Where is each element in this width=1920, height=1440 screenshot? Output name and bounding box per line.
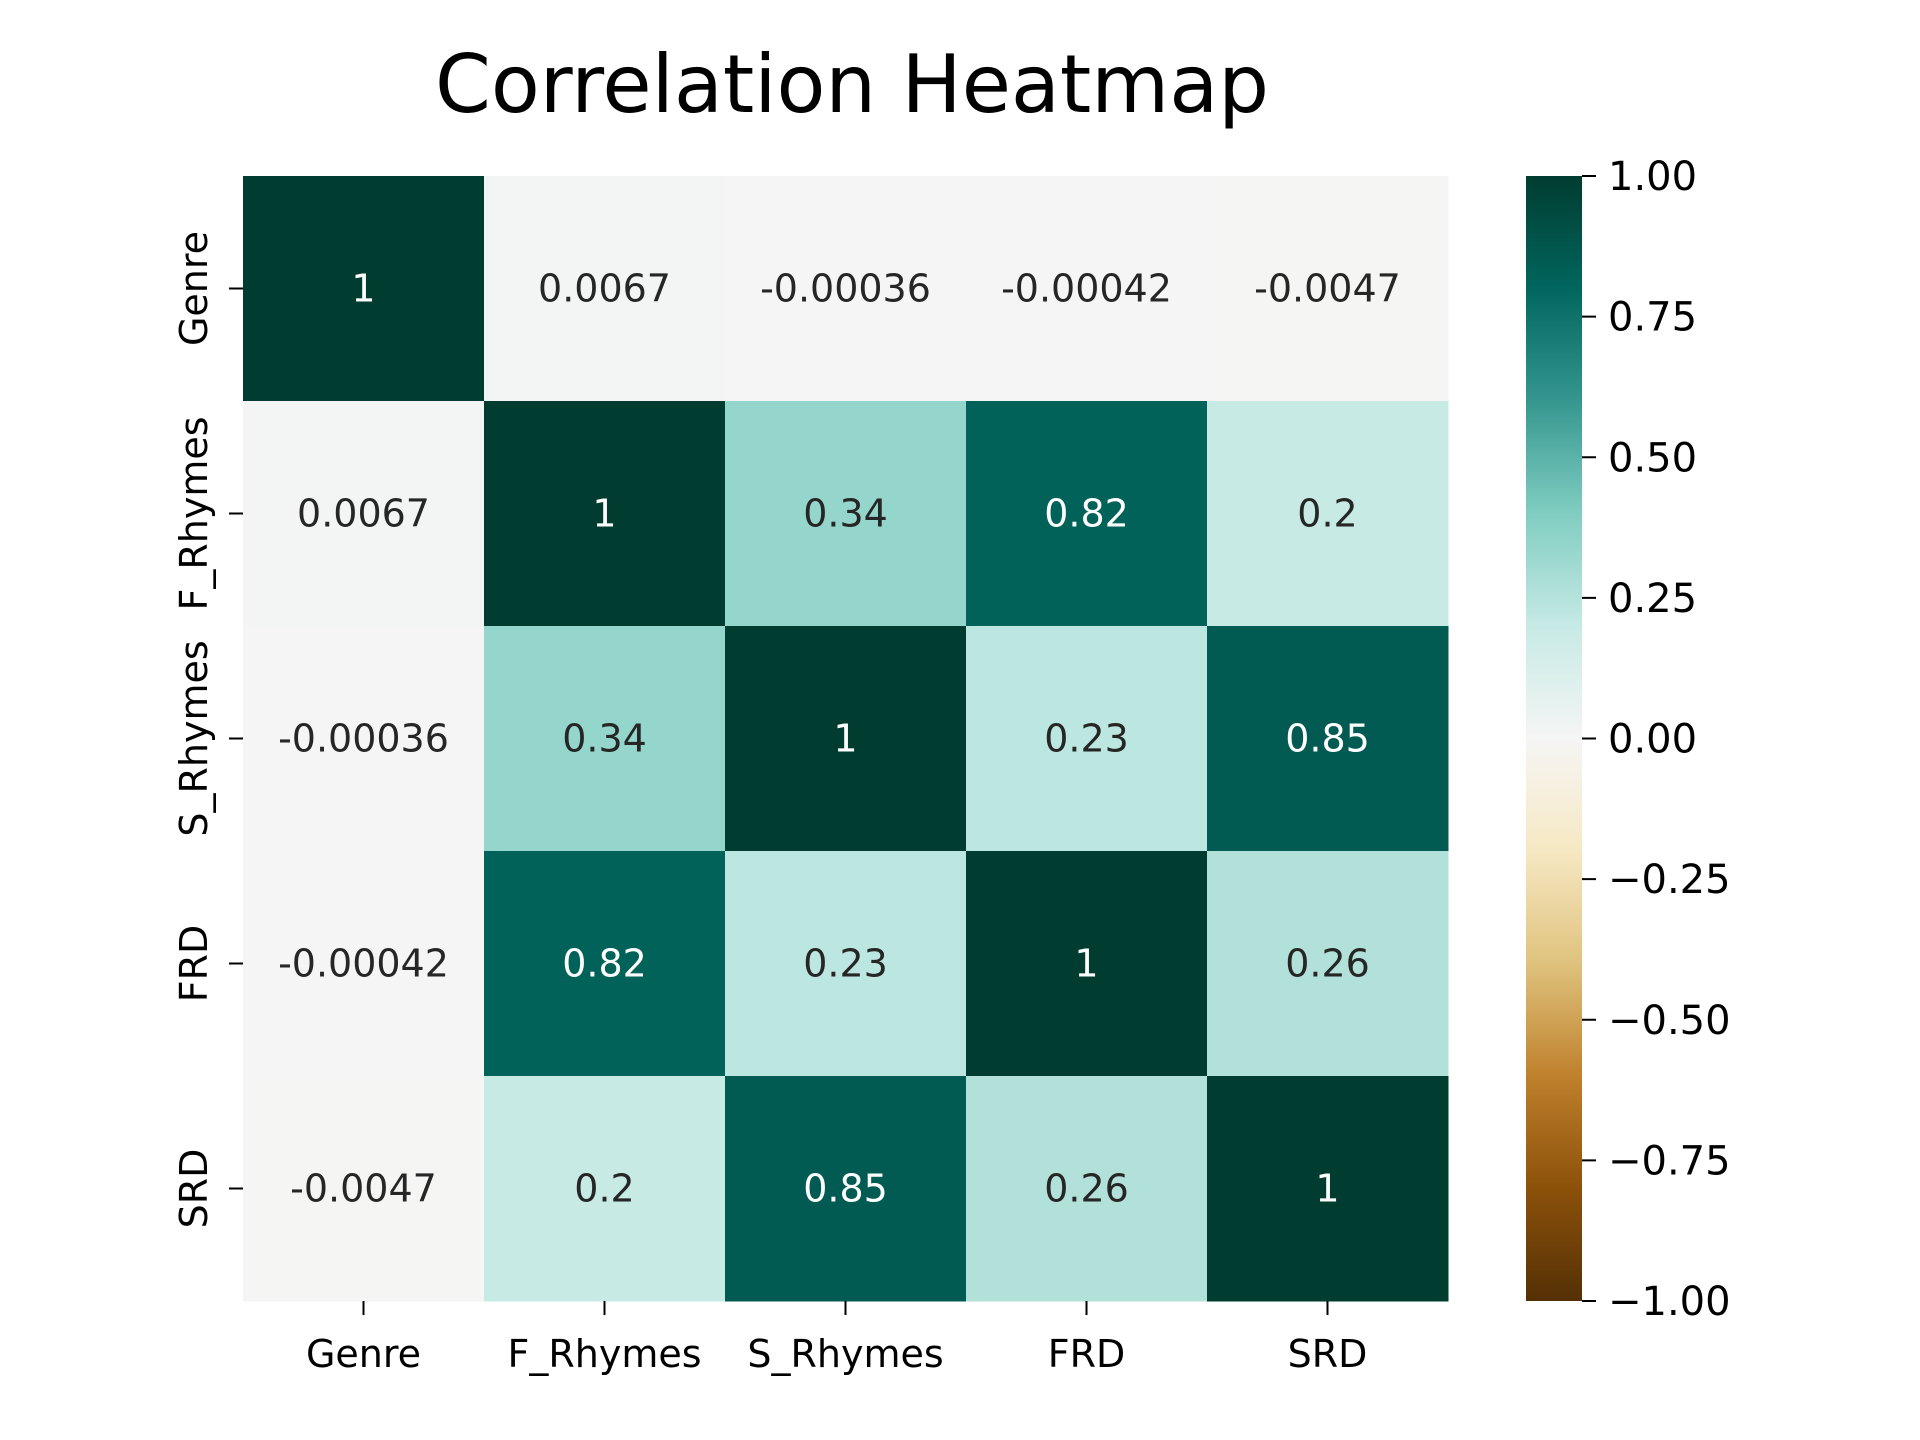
cell-value-label: 0.82 [1044, 492, 1129, 536]
cell-value-label: -0.00042 [1001, 267, 1172, 311]
cell-value-label: 1 [833, 717, 857, 761]
heatmap-cell [966, 1076, 1208, 1302]
heatmap-cell [725, 626, 967, 852]
heatmap-cell [243, 176, 485, 402]
cell-value-label: 1 [1315, 1167, 1339, 1211]
colorbar-tick-label: −0.25 [1608, 857, 1731, 903]
x-axis: Genre F_Rhymes S_Rhymes FRD SRD [306, 1301, 1367, 1376]
cell-value-label: 0.34 [803, 492, 888, 536]
chart-title: Correlation Heatmap [435, 38, 1269, 131]
heatmap-cell [966, 401, 1208, 627]
cell-value-label: 0.85 [1285, 717, 1370, 761]
heatmap-cell [725, 851, 967, 1077]
heatmap-cell [966, 851, 1208, 1077]
y-axis: Genre F_Rhymes S_Rhymes FRD SRD [172, 231, 243, 1228]
cell-value-label: 1 [592, 492, 616, 536]
heatmap-cell [243, 401, 485, 627]
heatmap-cell [1207, 401, 1449, 627]
colorbar-tick-label: −0.50 [1608, 998, 1731, 1044]
colorbar-tick-label: 1.00 [1608, 154, 1697, 200]
heatmap-cell [484, 1076, 726, 1302]
cell-value-label: -0.0047 [1254, 267, 1401, 311]
colorbar: 1.00 0.75 0.50 0.25 0.00 −0.25 −0.50 −0.75 −1.00 [1526, 154, 1731, 1325]
x-tick-label: S_Rhymes [747, 1332, 943, 1376]
cell-value-label: 0.85 [803, 1167, 888, 1211]
cell-value-label: -0.00036 [278, 717, 449, 761]
colorbar-tick-label: 0.25 [1608, 576, 1697, 622]
cell-value-label: 0.2 [1297, 492, 1357, 536]
heatmap-cell [966, 176, 1208, 402]
y-tick-label: F_Rhymes [172, 416, 216, 610]
cell-value-label: 0.23 [803, 942, 888, 986]
cell-value-label: 0.26 [1285, 942, 1370, 986]
y-tick-label: FRD [172, 925, 216, 1003]
cell-value-label: 0.82 [562, 942, 647, 986]
colorbar-scale [1526, 176, 1582, 1301]
cell-value-label: 0.26 [1044, 1167, 1129, 1211]
heatmap-cell-labels: 1 0.0067 -0.00036 -0.00042 -0.0047 0.0067 1 0.3… [278, 267, 1401, 1211]
y-tick-label: S_Rhymes [172, 640, 216, 836]
heatmap-cell [243, 626, 485, 852]
heatmap-cell [243, 1076, 485, 1302]
cell-value-label: -0.00042 [278, 942, 449, 986]
heatmap-cell [243, 851, 485, 1077]
heatmap-cell [1207, 1076, 1449, 1302]
heatmap-cell [484, 176, 726, 402]
cell-value-label: 1 [351, 267, 375, 311]
heatmap-cell [725, 401, 967, 627]
colorbar-tick-label: 0.50 [1608, 435, 1697, 481]
x-tick-label: Genre [306, 1332, 421, 1376]
heatmap-cell [966, 626, 1208, 852]
heatmap-cell [1207, 851, 1449, 1077]
heatmap-cell [484, 851, 726, 1077]
heatmap-cell [1207, 626, 1449, 852]
heatmap-cells [243, 176, 1449, 1302]
cell-value-label: -0.0047 [290, 1167, 437, 1211]
cell-value-label: 0.23 [1044, 717, 1129, 761]
x-tick-label: SRD [1288, 1332, 1368, 1376]
cell-value-label: 1 [1074, 942, 1098, 986]
heatmap-cell [484, 626, 726, 852]
cell-value-label: 0.34 [562, 717, 647, 761]
cell-value-label: 0.0067 [538, 267, 671, 311]
colorbar-tick-label: 0.00 [1608, 717, 1697, 763]
colorbar-tick-label: −1.00 [1608, 1279, 1731, 1325]
y-tick-label: SRD [172, 1149, 216, 1229]
heatmap-cell [484, 401, 726, 627]
cell-value-label: 0.2 [574, 1167, 634, 1211]
x-tick-label: FRD [1048, 1332, 1126, 1376]
heatmap-cell [1207, 176, 1449, 402]
heatmap-cell [725, 1076, 967, 1302]
cell-value-label: -0.00036 [760, 267, 931, 311]
colorbar-tick-label: 0.75 [1608, 295, 1697, 341]
cell-value-label: 0.0067 [297, 492, 430, 536]
y-tick-label: Genre [172, 231, 216, 346]
heatmap-cell [725, 176, 967, 402]
x-tick-label: F_Rhymes [507, 1332, 701, 1376]
colorbar-tick-label: −0.75 [1608, 1138, 1731, 1184]
